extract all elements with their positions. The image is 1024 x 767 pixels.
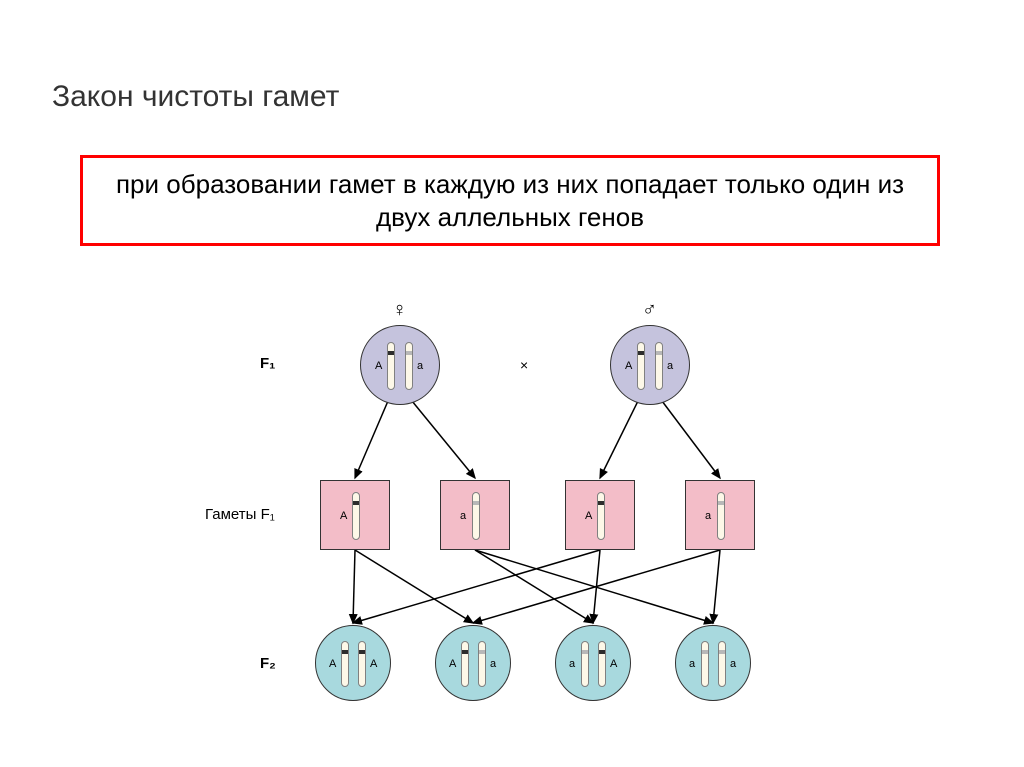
allele-label: a <box>417 360 423 372</box>
allele-band <box>342 650 348 654</box>
law-text: при образовании гамет в каждую из них по… <box>116 169 904 232</box>
chromosome <box>341 641 349 687</box>
chromosome <box>718 641 726 687</box>
allele-band <box>388 351 394 355</box>
allele-label: a <box>460 510 466 522</box>
male-symbol-icon: ♂ <box>642 299 657 322</box>
allele-label: A <box>370 658 377 670</box>
chromosome <box>598 641 606 687</box>
arrows-layer <box>0 280 1024 760</box>
inheritance-diagram: F₁Гаметы F₁F₂×Aa♀Aa♂AaAaAAAaaAaa <box>0 280 1024 760</box>
allele-band <box>702 650 708 654</box>
allele-band <box>638 351 644 355</box>
allele-band <box>598 501 604 505</box>
parent-cell: Aa <box>610 325 690 405</box>
chromosome <box>637 342 645 390</box>
f2-label: F₂ <box>260 655 276 672</box>
law-definition-box: при образовании гамет в каждую из них по… <box>80 155 940 246</box>
allele-band <box>599 650 605 654</box>
offspring-cell: aa <box>675 625 751 701</box>
allele-band <box>718 501 724 505</box>
parent-cell: Aa <box>360 325 440 405</box>
offspring-cell: Aa <box>435 625 511 701</box>
allele-label: a <box>490 658 496 670</box>
allele-band <box>473 501 479 505</box>
allele-label: A <box>585 510 592 522</box>
cross-symbol: × <box>520 357 528 373</box>
chromosome <box>717 492 725 540</box>
chromosome <box>581 641 589 687</box>
allele-label: A <box>340 510 347 522</box>
allele-band <box>582 650 588 654</box>
allele-band <box>359 650 365 654</box>
allele-label: a <box>569 658 575 670</box>
chromosome <box>352 492 360 540</box>
offspring-cell: aA <box>555 625 631 701</box>
chromosome <box>387 342 395 390</box>
gamete-cell: a <box>685 480 755 550</box>
allele-label: a <box>705 510 711 522</box>
chromosome <box>597 492 605 540</box>
chromosome <box>655 342 663 390</box>
gametes-f1-label: Гаметы F₁ <box>205 506 275 523</box>
gamete-cell: a <box>440 480 510 550</box>
offspring-cell: AA <box>315 625 391 701</box>
allele-band <box>353 501 359 505</box>
gamete-cell: A <box>565 480 635 550</box>
f1-label: F₁ <box>260 355 275 372</box>
allele-label: A <box>610 658 617 670</box>
gamete-cell: A <box>320 480 390 550</box>
allele-band <box>719 650 725 654</box>
chromosome <box>461 641 469 687</box>
chromosome <box>701 641 709 687</box>
chromosome <box>405 342 413 390</box>
allele-band <box>462 650 468 654</box>
allele-band <box>479 650 485 654</box>
allele-band <box>656 351 662 355</box>
allele-label: a <box>667 360 673 372</box>
allele-label: A <box>375 360 382 372</box>
female-symbol-icon: ♀ <box>392 299 407 322</box>
chromosome <box>358 641 366 687</box>
page-title: Закон чистоты гамет <box>52 80 339 114</box>
chromosome <box>478 641 486 687</box>
allele-label: a <box>730 658 736 670</box>
allele-label: a <box>689 658 695 670</box>
allele-band <box>406 351 412 355</box>
allele-label: A <box>449 658 456 670</box>
allele-label: A <box>625 360 632 372</box>
allele-label: A <box>329 658 336 670</box>
chromosome <box>472 492 480 540</box>
